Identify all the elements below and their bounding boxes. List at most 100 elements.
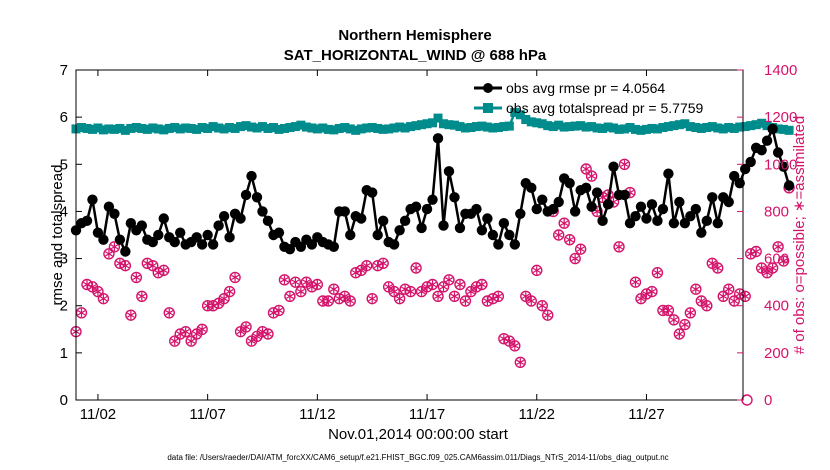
possible-point [618,158,631,170]
totalspread-point [428,118,438,128]
totalspread-point [120,125,130,135]
assimilated-point [494,292,503,301]
possible-point [651,267,664,279]
possible-point [668,314,680,326]
possible-point [103,248,115,260]
assimilated-point [88,282,97,292]
assimilated-point [357,266,366,275]
possible-point [393,292,406,305]
series-totalspread [71,107,794,135]
totalspread-point [356,124,366,134]
rmse-point [630,210,641,222]
possible-point [223,285,236,298]
y-right-tick-label: 800 [764,203,789,220]
assimilated-point [115,259,124,268]
totalspread-point [674,120,684,130]
totalspread-point [636,125,646,135]
assimilated-point [631,277,640,287]
rmse-point [394,225,405,236]
assimilated-point [565,235,574,244]
totalspread-point [663,122,673,132]
assimilated-point [181,327,190,336]
rmse-point [284,243,296,255]
assimilated-point [543,310,552,320]
rmse-point [246,170,257,182]
y-right-tick-label: 400 [764,298,789,315]
totalspread-point [208,122,218,132]
possible-point [701,300,713,312]
y-axis-left-label: rmse and totalspread [49,165,66,306]
series-possible [70,158,795,406]
totalspread-point [126,123,136,133]
possible-point [130,271,143,284]
rmse-point [202,229,213,241]
rmse-point [158,213,169,224]
y-left-tick-label: 4 [60,203,68,220]
assimilated-point [620,160,629,169]
assimilated-point [757,263,766,273]
totalspread-point [318,123,328,133]
y-axis-left: 0 1 2 3 4 5 6 7 [60,62,82,409]
totalspread-point [137,123,147,133]
possible-point [673,328,686,340]
totalspread-point [740,122,750,132]
assimilated-point [653,268,662,277]
assimilated-point [258,327,267,336]
totalspread-point [104,124,114,134]
assimilated-point [94,287,102,296]
assimilated-point [763,268,772,277]
assimilated-point [280,275,289,284]
totalspread-point [307,123,317,133]
possible-point [97,292,110,305]
totalspread-point [329,125,339,135]
assimilated-point [428,280,437,289]
totalspread-point [406,122,416,132]
rmse-point [679,218,691,229]
assimilated-point [774,242,783,251]
possible-point [388,285,400,298]
data-file-footnote: data file: /Users/raeder/DAI/ATM_forcXX/… [167,453,668,462]
rmse-point [147,236,158,248]
legend-label-spread: obs avg totalspread pr = 5.7759 [506,100,704,116]
rmse-point [591,187,603,198]
totalspread-point [257,122,267,132]
possible-point [613,241,625,253]
rmse-point [224,232,235,243]
rmse-point [734,177,745,189]
totalspread-point [598,123,608,133]
rmse-point [416,222,427,234]
totalspread-point [477,121,487,131]
possible-point [777,255,790,267]
assimilated-point [137,292,146,301]
rmse-point [98,234,109,245]
rmse-point [87,194,98,205]
assimilated-point [499,334,508,343]
assimilated-point [664,306,673,315]
assimilated-point [148,261,157,270]
possible-point [136,290,148,302]
totalspread-point [444,120,454,130]
possible-point [552,229,565,241]
y-right-tick-label: 600 [764,251,789,268]
totalspread-point [373,123,383,133]
assimilated-point [527,296,536,306]
rmse-point [580,182,592,194]
rmse-point [586,201,597,212]
possible-point [448,290,461,302]
rmse-point [712,218,723,229]
assimilated-point [702,301,711,310]
possible-point [766,262,779,274]
possible-point [629,276,642,288]
totalspread-point [630,124,640,134]
x-axis: 11/02 11/07 11/12 11/17 11/22 11/27 [80,70,665,423]
totalspread-point [93,123,103,133]
assimilated-point [275,306,283,315]
totalspread-point [247,122,257,132]
assimilated-point [472,282,481,292]
assimilated-point [203,301,212,310]
totalspread-point [647,123,657,133]
x-tick-label: 11/27 [628,406,664,423]
assimilated-point [450,292,459,301]
rmse-point [493,239,504,250]
totalspread-point [559,122,569,132]
